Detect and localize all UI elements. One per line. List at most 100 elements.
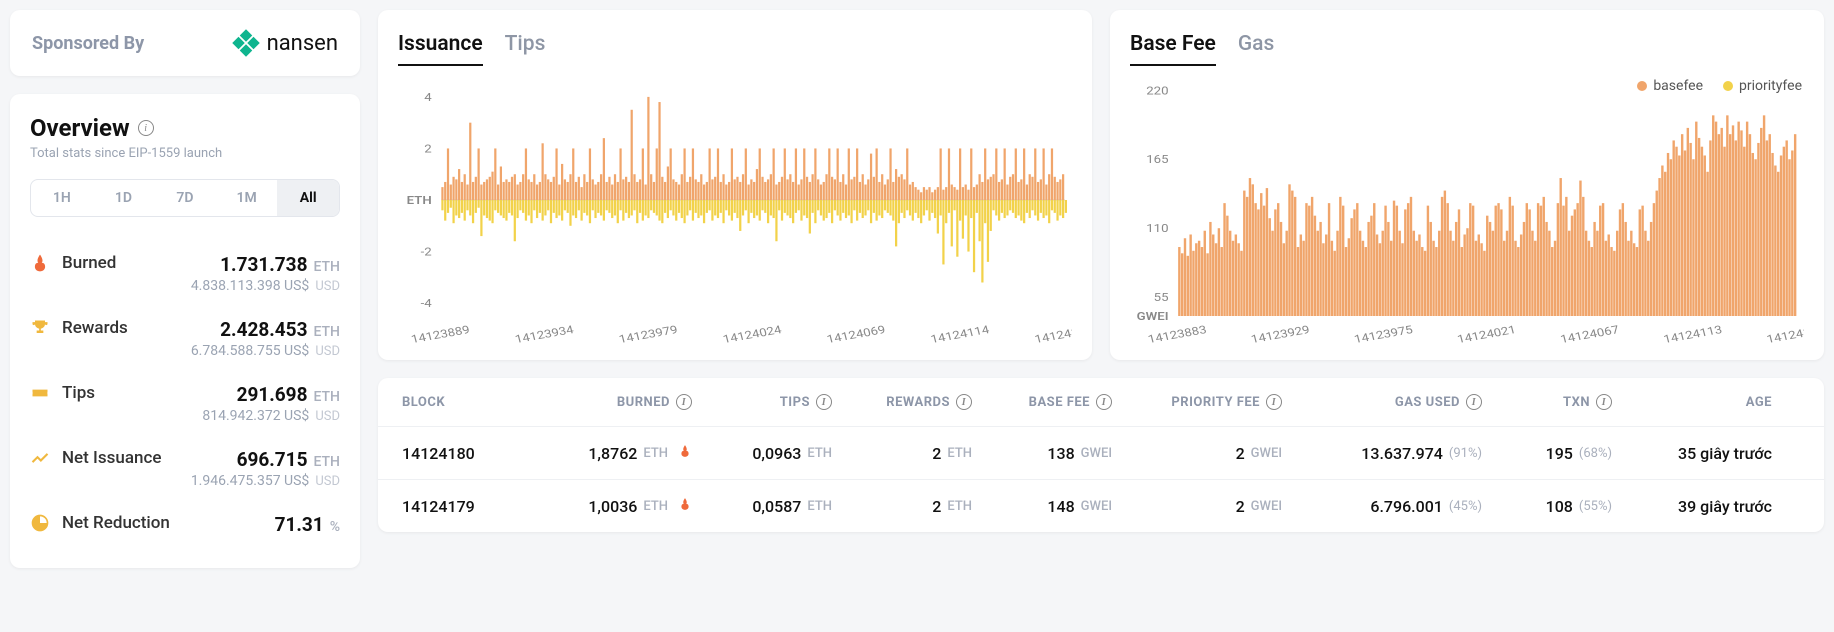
stat-row-net-reduction: Net Reduction 71.31% [30,501,340,548]
basefee-chart: 55110165220GWEI1412388314123929141239751… [1130,76,1804,346]
overview-card: Overview i Total stats since EIP-1559 la… [10,94,360,568]
chart-tab-gas[interactable]: Gas [1238,32,1274,66]
chart-tab-tips[interactable]: Tips [505,32,546,66]
svg-text:14123883: 14123883 [1147,323,1208,346]
chart-tab-base-fee[interactable]: Base Fee [1130,32,1216,66]
th-gas-used[interactable]: GAS USED i [1282,394,1482,410]
info-icon[interactable]: i [816,394,832,410]
time-tab-7d[interactable]: 7D [154,180,216,216]
table-row[interactable]: 14124180 1,8762ETH 0,0963ETH 2ETH 138GWE… [378,426,1824,479]
cell-priorityfee: 2 [1236,444,1245,463]
stat-label: Tips [62,383,95,403]
sponsor-name: nansen [267,31,338,56]
svg-text:14124021: 14124021 [1456,323,1517,346]
info-icon[interactable]: i [138,120,154,136]
svg-text:14123979: 14123979 [618,323,679,346]
stat-unit: % [330,519,340,535]
svg-text:220: 220 [1146,84,1168,97]
th-burned[interactable]: BURNED i [512,394,692,410]
cell-txn: 108 [1546,497,1573,516]
info-icon[interactable]: i [1096,394,1112,410]
svg-text:165: 165 [1146,153,1168,166]
info-icon[interactable]: i [1466,394,1482,410]
trend-icon [30,448,50,468]
issuance-chart: -4-224ETH1412388914123934141239791412402… [398,76,1072,346]
svg-text:14123934: 14123934 [514,323,575,346]
stat-row-rewards: Rewards 2.428.453ETH 6.784.588.755 US$US… [30,306,340,371]
cell-gasused: 6.796.001 [1370,497,1443,516]
stat-unit: ETH [313,324,340,340]
info-icon[interactable]: i [1596,394,1612,410]
stat-row-net-issuance: Net Issuance 696.715ETH 1.946.475.357 US… [30,436,340,501]
stat-row-tips: Tips 291.698ETH 814.942.372 US$USD [30,371,340,436]
cell-burned: 1,8762 [588,444,637,463]
ticket-icon [30,383,50,403]
svg-text:GWEI: GWEI [1137,310,1169,323]
cell-priorityfee: 2 [1236,497,1245,516]
stat-sub-unit: USD [315,344,340,359]
stat-value: 71.31 [275,513,324,536]
stat-value: 1.731.738 [220,253,307,276]
info-icon[interactable]: i [676,394,692,410]
stat-label: Net Reduction [62,513,170,533]
overview-title: Overview [30,114,130,142]
cell-txn: 195 [1546,444,1573,463]
time-tab-1m[interactable]: 1M [216,180,278,216]
fire-icon [30,253,50,273]
svg-text:14124114: 14124114 [929,323,990,346]
svg-text:4: 4 [424,91,432,104]
nansen-logo-icon [231,28,261,58]
svg-text:14124179: 14124179 [1033,323,1072,346]
svg-text:14123929: 14123929 [1250,323,1311,346]
th-block[interactable]: BLOCK [402,395,512,410]
th-age[interactable]: AGE [1612,395,1772,410]
svg-text:2: 2 [424,143,432,156]
stat-label: Burned [62,253,116,273]
th-rewards[interactable]: REWARDS i [832,394,972,410]
stat-sub-value: 6.784.588.755 US$ [191,343,310,359]
stat-unit: ETH [313,454,340,470]
basefee-chart-card: Base FeeGas basefeepriorityfee 551101652… [1110,10,1824,360]
time-tab-1d[interactable]: 1D [93,180,155,216]
cell-rewards: 2 [932,444,941,463]
svg-text:14123975: 14123975 [1353,323,1414,346]
cell-block: 14124180 [402,444,475,463]
fire-icon [674,443,692,463]
time-tab-1h[interactable]: 1H [31,180,93,216]
svg-text:14123889: 14123889 [410,323,471,346]
svg-text:14124069: 14124069 [825,323,886,346]
sponsor-logo[interactable]: nansen [231,28,338,58]
chart-tab-issuance[interactable]: Issuance [398,32,483,66]
stat-value: 291.698 [237,383,308,406]
pie-icon [30,513,50,533]
stat-unit: ETH [313,389,340,405]
stat-sub-unit: USD [315,474,340,489]
time-tab-all[interactable]: All [277,180,339,216]
trophy-icon [30,318,50,338]
svg-text:14124179: 14124179 [1765,323,1804,346]
info-icon[interactable]: i [1266,394,1282,410]
cell-age: 39 giây trước [1678,497,1772,516]
th-txn[interactable]: TXN i [1482,394,1612,410]
cell-tips: 0,0587 [752,497,801,516]
sponsor-card: Sponsored By nansen [10,10,360,76]
stat-label: Rewards [62,318,128,338]
overview-subtitle: Total stats since EIP-1559 launch [30,146,340,161]
th-tips[interactable]: TIPS i [692,394,832,410]
stat-label: Net Issuance [62,448,161,468]
svg-text:14124024: 14124024 [721,323,782,346]
issuance-chart-card: IssuanceTips -4-224ETH141238891412393414… [378,10,1092,360]
cell-basefee: 138 [1047,444,1074,463]
table-row[interactable]: 14124179 1,0036ETH 0,0587ETH 2ETH 148GWE… [378,479,1824,532]
cell-gasused: 13.637.974 [1361,444,1443,463]
svg-text:110: 110 [1146,222,1168,235]
stat-sub-value: 4.838.113.398 US$ [191,278,310,294]
stat-unit: ETH [313,259,340,275]
svg-text:14124113: 14124113 [1662,323,1723,346]
th-base-fee[interactable]: BASE FEE i [972,394,1112,410]
th-priority-fee[interactable]: PRIORITY FEE i [1112,394,1282,410]
cell-basefee: 148 [1047,497,1074,516]
info-icon[interactable]: i [956,394,972,410]
svg-text:-2: -2 [421,246,432,259]
svg-text:14124067: 14124067 [1559,323,1620,346]
